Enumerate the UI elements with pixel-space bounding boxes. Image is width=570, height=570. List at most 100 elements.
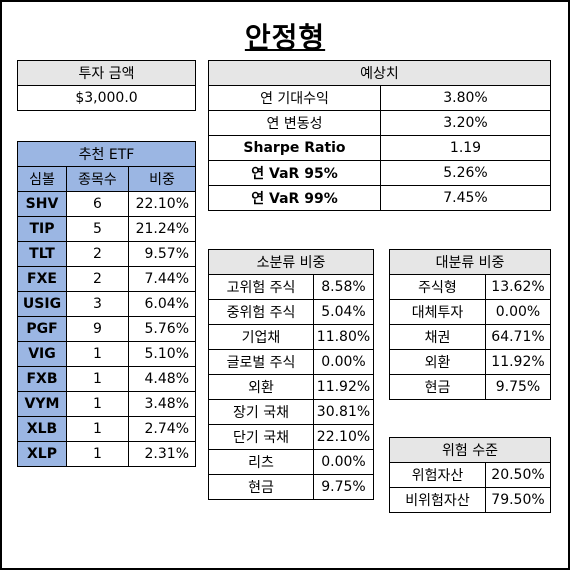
forecast-label: Sharpe Ratio — [208, 135, 381, 161]
sub-class-row: 글로벌 주식 0.00% — [208, 349, 374, 375]
sub-class-label: 글로벌 주식 — [208, 349, 314, 375]
etf-weight: 4.48% — [128, 366, 196, 392]
main-class-label: 주식형 — [389, 274, 486, 300]
risk-row: 비위험자산 79.50% — [389, 487, 551, 513]
forecast-table: 예상치 연 기대수익 3.80% 연 변동성 3.20% Sharpe Ratio 1… — [208, 60, 551, 211]
etf-table: 추천 ETF 심볼 종목수 비중 SHV 6 22.10% TIP 5 21.24% T… — [17, 141, 196, 467]
etf-symbol: USIG — [17, 291, 67, 317]
sub-class-row: 장기 국채 30.81% — [208, 399, 374, 425]
etf-row: TLT 2 9.57% — [17, 241, 196, 267]
sub-class-row: 단기 국채 22.10% — [208, 424, 374, 450]
sub-class-value: 11.80% — [313, 324, 374, 350]
forecast-value: 3.20% — [380, 110, 551, 136]
etf-row: SHV 6 22.10% — [17, 191, 196, 217]
forecast-row: 연 VaR 95% 5.26% — [208, 160, 551, 186]
forecast-label: 연 VaR 99% — [208, 185, 381, 211]
forecast-header: 예상치 — [208, 60, 551, 86]
main-class-header: 대분류 비중 — [389, 249, 551, 275]
forecast-label: 연 기대수익 — [208, 85, 381, 111]
etf-weight: 9.57% — [128, 241, 196, 267]
main-class-value: 11.92% — [485, 349, 551, 375]
risk-label: 위험자산 — [389, 462, 486, 488]
etf-row: PGF 9 5.76% — [17, 316, 196, 342]
etf-row: XLP 1 2.31% — [17, 441, 196, 467]
sub-class-row: 고위험 주식 8.58% — [208, 274, 374, 300]
main-class-label: 외환 — [389, 349, 486, 375]
etf-weight: 5.10% — [128, 341, 196, 367]
etf-count: 1 — [66, 416, 129, 442]
etf-count: 1 — [66, 341, 129, 367]
risk-table: 위험 수준 위험자산 20.50% 비위험자산 79.50% — [389, 437, 551, 513]
main-class-row: 주식형 13.62% — [389, 274, 551, 300]
sub-class-value: 0.00% — [313, 349, 374, 375]
sub-class-value: 9.75% — [313, 474, 374, 500]
main-class-value: 9.75% — [485, 374, 551, 400]
sub-class-table: 소분류 비중 고위험 주식 8.58% 중위험 주식 5.04% 기업채 11.80%… — [208, 249, 374, 500]
sub-class-value: 5.04% — [313, 299, 374, 325]
sub-class-row: 현금 9.75% — [208, 474, 374, 500]
forecast-value: 3.80% — [380, 85, 551, 111]
page-title: 안정형 — [244, 21, 326, 54]
forecast-value: 5.26% — [380, 160, 551, 186]
main-class-label: 채권 — [389, 324, 486, 350]
risk-value: 20.50% — [485, 462, 551, 488]
sub-class-label: 고위험 주식 — [208, 274, 314, 300]
etf-row: XLB 1 2.74% — [17, 416, 196, 442]
etf-count: 1 — [66, 366, 129, 392]
forecast-value: 1.19 — [380, 135, 551, 161]
risk-value: 79.50% — [485, 487, 551, 513]
sub-class-row: 기업채 11.80% — [208, 324, 374, 350]
sub-class-value: 0.00% — [313, 449, 374, 475]
forecast-row: 연 기대수익 3.80% — [208, 85, 551, 111]
etf-count: 2 — [66, 241, 129, 267]
main-class-row: 대체투자 0.00% — [389, 299, 551, 325]
etf-count: 1 — [66, 441, 129, 467]
sub-class-label: 기업채 — [208, 324, 314, 350]
etf-row: USIG 3 6.04% — [17, 291, 196, 317]
sub-class-row: 중위험 주식 5.04% — [208, 299, 374, 325]
forecast-value: 7.45% — [380, 185, 551, 211]
etf-row: FXB 1 4.48% — [17, 366, 196, 392]
forecast-row: 연 변동성 3.20% — [208, 110, 551, 136]
etf-count: 5 — [66, 216, 129, 242]
risk-label: 비위험자산 — [389, 487, 486, 513]
etf-col-weight: 비중 — [128, 166, 196, 192]
forecast-row: 연 VaR 99% 7.45% — [208, 185, 551, 211]
etf-row: FXE 2 7.44% — [17, 266, 196, 292]
etf-symbol: XLP — [17, 441, 67, 467]
etf-header: 추천 ETF — [17, 141, 196, 167]
forecast-label: 연 VaR 95% — [208, 160, 381, 186]
etf-weight: 22.10% — [128, 191, 196, 217]
etf-weight: 2.74% — [128, 416, 196, 442]
main-class-label: 현금 — [389, 374, 486, 400]
etf-symbol: VYM — [17, 391, 67, 417]
etf-weight: 2.31% — [128, 441, 196, 467]
etf-col-count: 종목수 — [66, 166, 129, 192]
sub-class-label: 리츠 — [208, 449, 314, 475]
etf-weight: 6.04% — [128, 291, 196, 317]
main-class-label: 대체투자 — [389, 299, 486, 325]
etf-row: VYM 1 3.48% — [17, 391, 196, 417]
sub-class-value: 8.58% — [313, 274, 374, 300]
etf-symbol: SHV — [17, 191, 67, 217]
sub-class-label: 외환 — [208, 374, 314, 400]
investment-table: 투자 금액 $3,000.0 — [17, 60, 196, 111]
main-class-value: 0.00% — [485, 299, 551, 325]
sub-class-value: 22.10% — [313, 424, 374, 450]
etf-col-symbol: 심볼 — [17, 166, 67, 192]
etf-symbol: PGF — [17, 316, 67, 342]
investment-header: 투자 금액 — [17, 60, 196, 86]
sub-class-header: 소분류 비중 — [208, 249, 374, 275]
etf-count: 2 — [66, 266, 129, 292]
etf-symbol: FXB — [17, 366, 67, 392]
etf-weight: 5.76% — [128, 316, 196, 342]
forecast-row: Sharpe Ratio 1.19 — [208, 135, 551, 161]
sub-class-label: 장기 국채 — [208, 399, 314, 425]
sub-class-value: 30.81% — [313, 399, 374, 425]
forecast-label: 연 변동성 — [208, 110, 381, 136]
etf-row: VIG 1 5.10% — [17, 341, 196, 367]
etf-symbol: TLT — [17, 241, 67, 267]
etf-symbol: VIG — [17, 341, 67, 367]
etf-symbol: TIP — [17, 216, 67, 242]
sub-class-label: 단기 국채 — [208, 424, 314, 450]
